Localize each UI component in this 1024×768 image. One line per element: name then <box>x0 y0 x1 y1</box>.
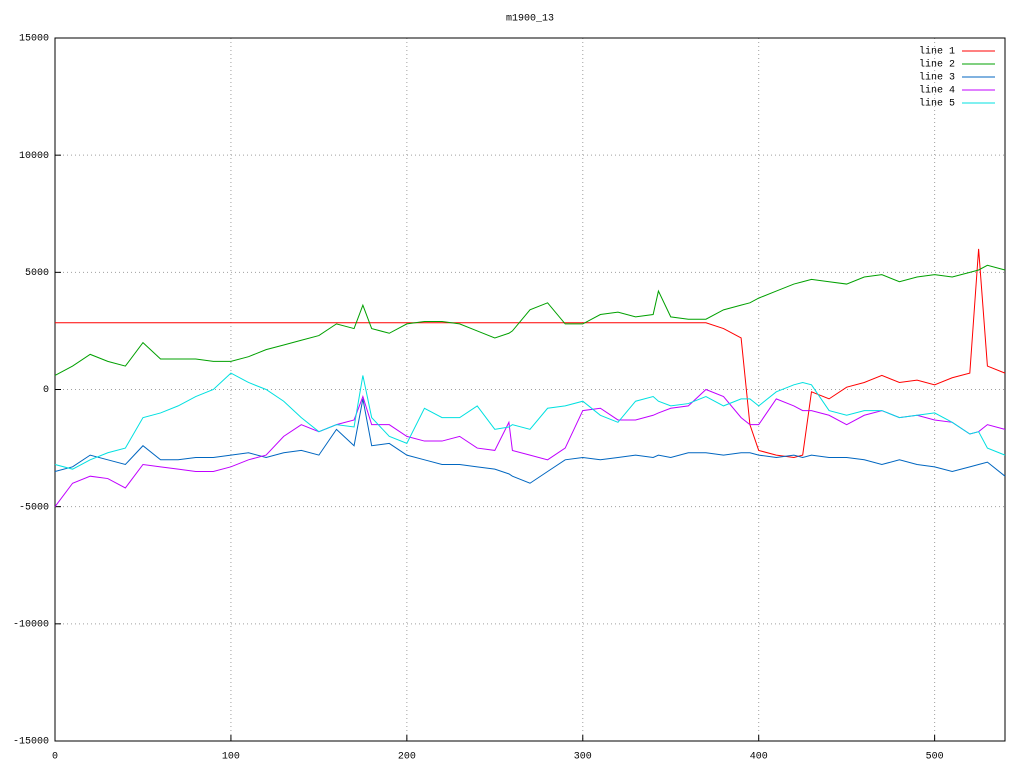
y-tick-label: 15000 <box>19 34 49 45</box>
y-tick-label: 0 <box>43 385 49 396</box>
series-line <box>54 264 1006 376</box>
series-line <box>54 388 1006 507</box>
legend-label: line 3 <box>919 72 955 84</box>
x-tick-label: 300 <box>574 752 592 763</box>
series-line <box>54 398 1006 484</box>
y-tick-label: -10000 <box>13 619 49 630</box>
legend-label: line 2 <box>919 59 955 71</box>
legend-label: line 5 <box>919 98 955 110</box>
y-tick-label: 5000 <box>25 268 49 279</box>
x-tick-label: 200 <box>398 752 416 763</box>
x-tick-label: 500 <box>926 752 944 763</box>
chart-title: m1900_13 <box>506 14 554 25</box>
x-tick-label: 0 <box>52 752 58 763</box>
x-tick-label: 100 <box>222 752 240 763</box>
legend-label: line 1 <box>919 46 955 58</box>
series-line <box>55 248 1006 458</box>
legend-label: line 4 <box>919 85 955 97</box>
x-tick-label: 400 <box>750 752 768 763</box>
series-line <box>54 372 1006 470</box>
plot-border <box>54 37 1006 742</box>
y-tick-label: 10000 <box>19 151 49 162</box>
y-tick-label: -15000 <box>13 737 49 748</box>
y-tick-label: -5000 <box>19 502 49 513</box>
